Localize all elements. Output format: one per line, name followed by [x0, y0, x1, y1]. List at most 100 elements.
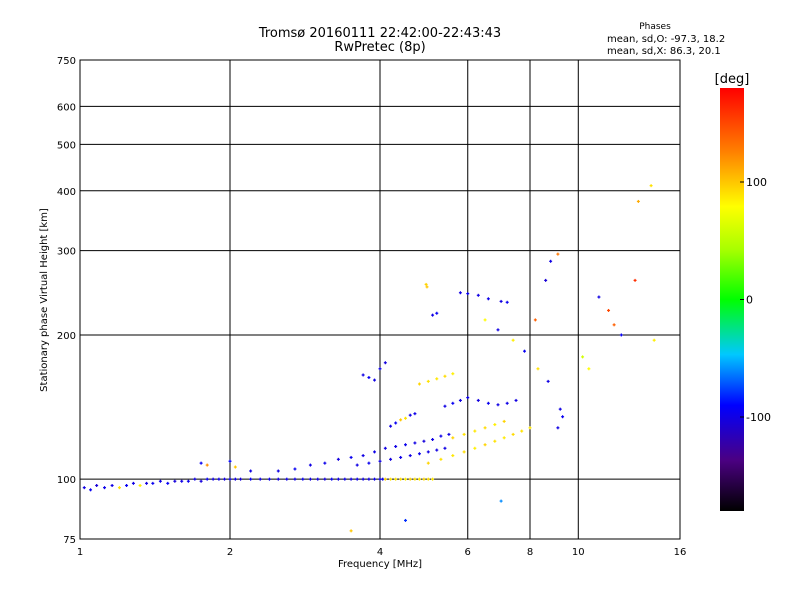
- data-point: [408, 477, 412, 481]
- data-point: [528, 426, 532, 430]
- data-point: [138, 483, 142, 487]
- data-point: [462, 432, 466, 436]
- data-point: [556, 426, 560, 430]
- data-point: [499, 299, 503, 303]
- y-tick-label: 100: [57, 475, 76, 486]
- data-point: [211, 477, 215, 481]
- data-point: [323, 477, 327, 481]
- data-point: [417, 452, 421, 456]
- data-point: [355, 463, 359, 467]
- data-point: [323, 461, 327, 465]
- data-point: [476, 293, 480, 297]
- data-point: [381, 477, 385, 481]
- chart-subtitle: RwPretec (8p): [334, 40, 426, 55]
- data-point: [435, 377, 439, 381]
- data-point: [205, 463, 209, 467]
- data-point: [367, 376, 371, 380]
- data-point: [293, 467, 297, 471]
- data-point: [403, 443, 407, 447]
- data-point: [399, 455, 403, 459]
- data-point: [425, 285, 429, 289]
- data-point: [367, 461, 371, 465]
- y-tick-label: 200: [57, 331, 76, 342]
- data-point: [520, 429, 524, 433]
- data-point: [82, 486, 86, 490]
- x-tick-label: 10: [572, 547, 585, 558]
- colorbar-tick-label: 0: [746, 294, 753, 307]
- data-point: [373, 477, 377, 481]
- y-tick-label: 75: [63, 535, 76, 546]
- phase-legend-title: Phases: [639, 22, 671, 32]
- data-point: [499, 499, 503, 503]
- data-point: [466, 292, 470, 296]
- data-point: [403, 518, 407, 522]
- data-point: [228, 459, 232, 463]
- data-point: [536, 367, 540, 371]
- data-point: [451, 454, 455, 458]
- data-point: [276, 477, 280, 481]
- data-point: [301, 477, 305, 481]
- data-point: [239, 477, 243, 481]
- data-point: [633, 278, 637, 282]
- data-point: [394, 477, 398, 481]
- data-point: [361, 477, 365, 481]
- data-point: [336, 477, 340, 481]
- data-point: [493, 423, 497, 427]
- data-point: [649, 184, 653, 188]
- data-point: [151, 481, 155, 485]
- data-point: [361, 373, 365, 377]
- phase-legend-x-mode: mean, sd,X: 86.3, 20.1: [607, 46, 721, 57]
- data-point: [205, 477, 209, 481]
- data-point: [343, 477, 347, 481]
- data-point: [473, 429, 477, 433]
- x-tick-label: 6: [465, 547, 471, 558]
- data-point: [89, 488, 93, 492]
- data-point: [652, 338, 656, 342]
- data-point: [505, 401, 509, 405]
- data-point: [95, 483, 99, 487]
- data-point: [199, 479, 203, 483]
- data-point: [483, 443, 487, 447]
- data-point: [373, 450, 377, 454]
- data-point: [431, 313, 435, 317]
- data-point: [417, 382, 421, 386]
- data-point: [285, 477, 289, 481]
- data-point: [217, 477, 221, 481]
- data-point: [549, 259, 553, 263]
- data-point: [483, 318, 487, 322]
- data-point: [131, 481, 135, 485]
- data-point: [249, 477, 253, 481]
- grid-lines: [80, 60, 680, 539]
- data-point: [125, 483, 129, 487]
- data-point: [378, 367, 382, 371]
- x-tick-label: 16: [674, 547, 687, 558]
- data-point: [502, 436, 506, 440]
- data-point: [511, 432, 515, 436]
- data-point: [496, 328, 500, 332]
- x-tick-label: 2: [227, 547, 233, 558]
- y-tick-label: 500: [57, 140, 76, 151]
- data-point: [422, 439, 426, 443]
- data-point: [173, 479, 177, 483]
- data-point: [458, 398, 462, 402]
- data-point: [349, 455, 353, 459]
- data-point: [403, 416, 407, 420]
- data-point: [597, 295, 601, 299]
- data-point: [473, 446, 477, 450]
- data-point: [476, 398, 480, 402]
- data-point: [426, 450, 430, 454]
- data-point: [458, 291, 462, 295]
- x-tick-label: 8: [527, 547, 533, 558]
- data-point: [330, 477, 334, 481]
- data-point: [486, 297, 490, 301]
- data-point: [408, 413, 412, 417]
- data-point: [443, 374, 447, 378]
- y-tick-label: 400: [57, 187, 76, 198]
- data-point: [417, 477, 421, 481]
- data-point: [556, 252, 560, 256]
- data-point: [199, 461, 203, 465]
- data-point: [447, 432, 451, 436]
- data-point: [233, 465, 237, 469]
- data-point: [383, 477, 387, 481]
